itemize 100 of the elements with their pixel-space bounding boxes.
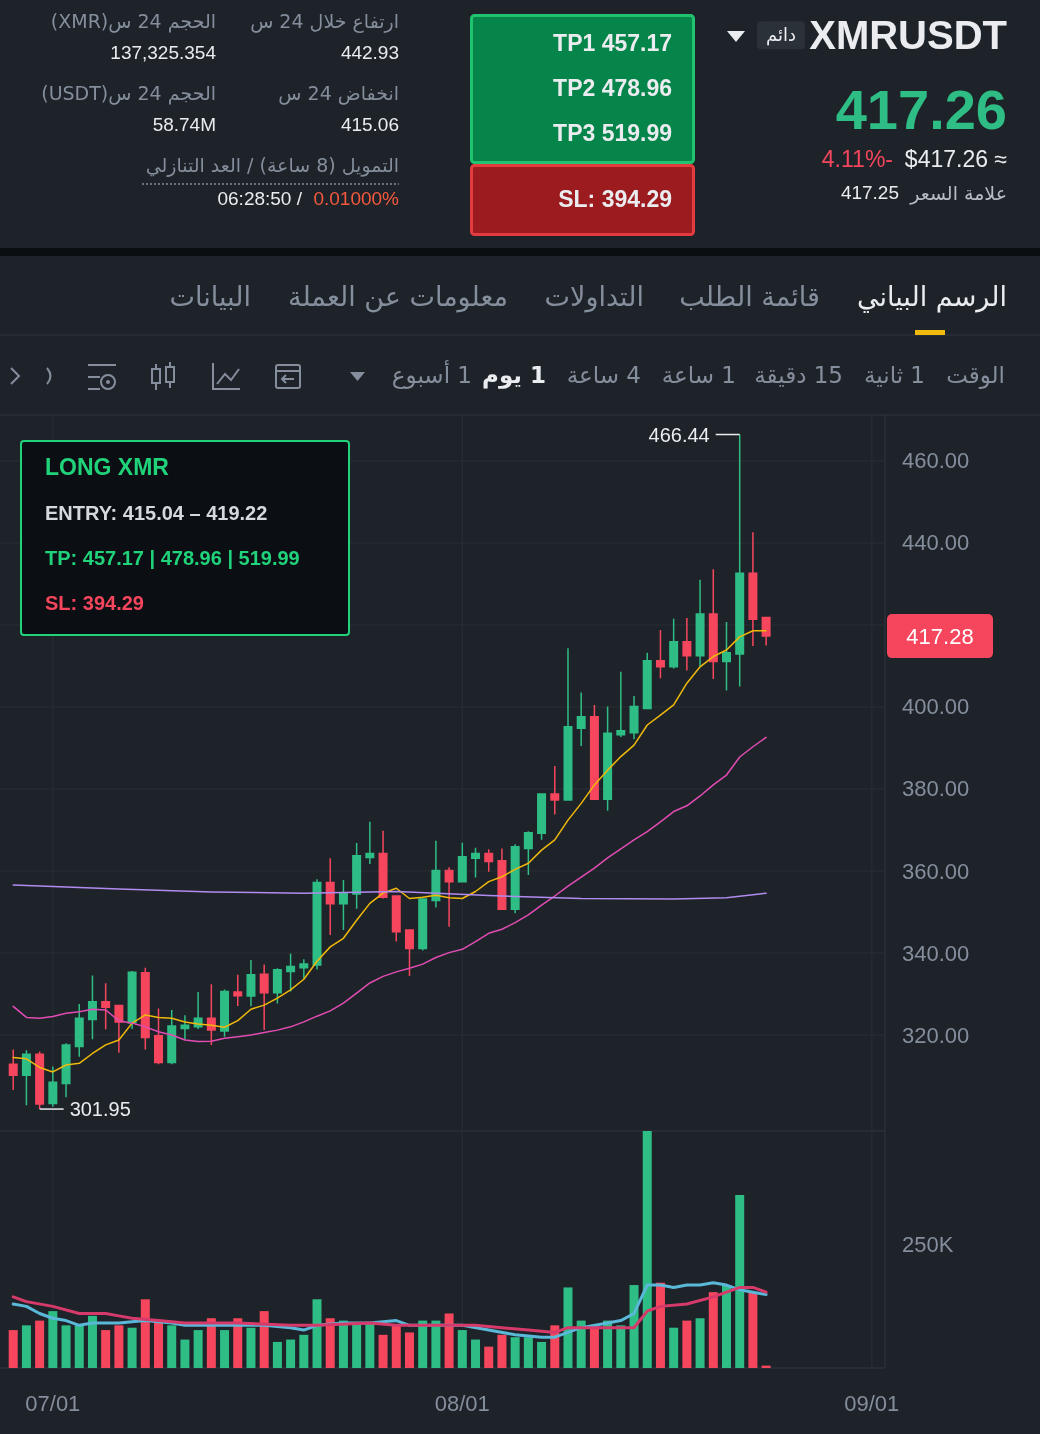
bar [140,1299,150,1368]
bar [193,1330,203,1368]
bar [48,1311,58,1368]
text: 415.06 [340,113,399,137]
candlestick [695,579,705,668]
candlestick [748,531,758,647]
bar [642,1131,652,1368]
bar [325,1318,335,1368]
candlestick [180,1014,190,1041]
candlestick [21,1049,31,1106]
text: 15 دقيقة [754,362,843,390]
text: TP2 478.96 [553,75,672,103]
text: 06:28:50 / [217,187,302,211]
y-tick-label: 440.00 [902,530,970,556]
bar [431,1320,441,1368]
candlestick [682,617,692,672]
candlestick [404,929,414,977]
text: 1 يوم [482,362,546,390]
candlestick [471,846,481,879]
candlestick [603,705,613,812]
annotation: 466.44 [648,423,710,446]
candlestick [35,1050,45,1110]
bar [510,1337,520,1368]
candlestick [193,991,203,1030]
candlestick [272,967,282,1005]
bar [259,1311,269,1368]
candlestick [510,843,520,914]
bar [735,1194,745,1368]
text: SL: 394.29 [558,186,672,214]
x-tick-label: 08/01 [434,1390,490,1416]
candlestick [642,652,652,710]
bar [457,1330,467,1368]
bar [404,1332,414,1368]
y-tick-label: 400.00 [902,694,970,720]
bar [220,1330,230,1368]
bar [154,1320,164,1368]
bar [114,1325,124,1368]
text: انخفاض 24 س [278,81,399,105]
bar [272,1341,282,1368]
text: 417.25 [840,181,899,205]
bar [418,1320,428,1368]
candlestick [114,1004,124,1054]
text: دائم [756,21,806,49]
bar [497,1334,507,1368]
text: TP3 519.99 [553,120,672,148]
text: التمويل (8 ساعة) / العد التنازلي [145,153,399,177]
candlestick [101,982,111,1031]
text: الوقت [946,362,1005,390]
candlestick [589,704,599,801]
candlestick [325,857,335,936]
text: 250K [902,1231,954,1259]
y-tick-label: 460.00 [902,448,970,474]
bar [523,1337,533,1368]
candlestick [259,963,269,1031]
bar [563,1287,573,1368]
candlestick [61,1042,71,1099]
text: 1 ثانية [863,362,925,390]
bar [444,1313,454,1368]
annotation: LONG XMR [45,454,169,482]
bar [167,1325,177,1368]
bar [471,1339,481,1368]
candlestick [154,1007,164,1065]
text: 442.93 [340,41,399,65]
bar [391,1325,401,1368]
bar [708,1292,718,1368]
candlestick [537,793,547,841]
candlestick [87,974,97,1040]
candlestick [669,618,679,670]
bar [616,1325,626,1368]
text: التداولات [544,280,644,314]
candlestick [431,839,441,909]
x-tick-label: 09/01 [844,1390,900,1416]
candlestick [352,842,362,910]
candlestick [444,866,454,928]
text: 4 ساعة [566,362,641,390]
bar [484,1346,494,1368]
bar [299,1334,309,1368]
bar [8,1330,18,1368]
annotation: ENTRY: 415.04 – 419.22 [45,501,268,525]
y-tick-label: 340.00 [902,940,970,966]
candlestick [286,953,296,993]
text: 1 أسبوع [391,362,472,390]
candlestick [655,629,665,680]
bar [365,1322,375,1368]
bar [74,1325,84,1368]
bar [35,1320,45,1368]
text: 137,325.354 [110,41,216,65]
candlestick [378,830,388,900]
candlestick [167,1009,177,1065]
candlestick [721,621,731,692]
bar [127,1327,137,1368]
candlestick [246,959,256,1008]
bar [180,1339,190,1368]
text: الرسم البياني [856,280,1007,314]
y-tick-label: 380.00 [902,776,970,802]
text: 4.11%- [821,146,893,174]
candlestick [550,765,560,816]
text: $417.26 ≈ [904,146,1007,174]
bar [576,1320,586,1368]
bar [748,1292,758,1368]
